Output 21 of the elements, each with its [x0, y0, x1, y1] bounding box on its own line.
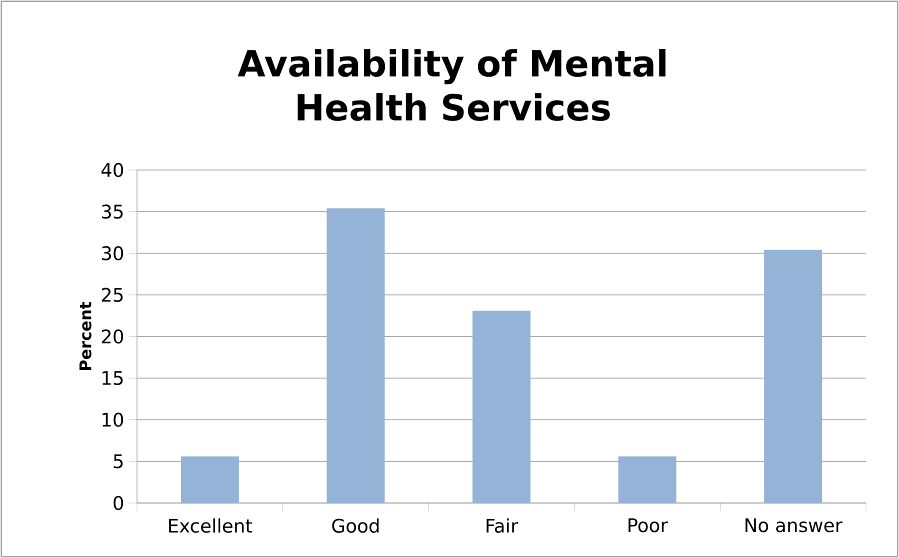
x-tick-label: Excellent	[169, 518, 252, 533]
x-tick-label: Fair	[486, 518, 518, 533]
x-tick-label: Poor	[628, 518, 668, 532]
bar	[618, 456, 676, 503]
bar	[764, 250, 822, 503]
x-tick-label: No answer	[746, 518, 842, 532]
y-tick-label: 10	[102, 412, 124, 427]
y-tick-label: 15	[102, 371, 123, 386]
y-axis-title: Percent	[79, 302, 92, 370]
bar	[326, 208, 385, 503]
bar	[472, 310, 531, 503]
chart-title: Availability of Mental Health Services	[238, 49, 666, 121]
y-tick-label: 0	[114, 496, 124, 510]
x-tick-label: Good	[332, 518, 379, 533]
y-tick-label: 25	[102, 288, 123, 302]
y-tick-label: 30	[102, 246, 124, 260]
y-tick-label: 20	[102, 329, 124, 344]
y-tick-label: 35	[102, 204, 123, 219]
y-tick-label: 5	[114, 454, 123, 468]
bar	[180, 456, 239, 503]
y-tick-label: 40	[101, 162, 124, 178]
